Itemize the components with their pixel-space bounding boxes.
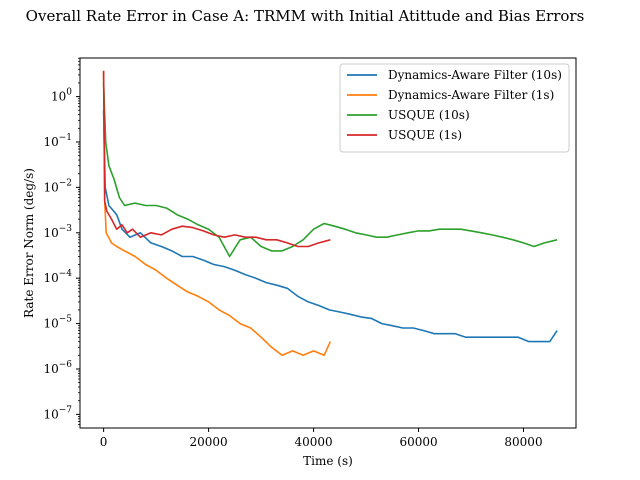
legend-box [339,63,570,153]
x-tick-label: 40000 [294,435,332,449]
y-axis-ticks: 100 10−1 10−2 10−3 10−4 10−5 10−6 10−7 [43,57,80,425]
y-tick-label: 10−5 [43,315,72,331]
y-axis-label: Rate Error Norm (deg/s) [22,168,36,318]
y-tick-label: 10−2 [43,178,72,194]
y-tick-label: 100 [51,88,72,104]
series-line-2 [102,82,558,258]
series-line-0 [102,110,558,343]
x-axis-ticks: 0 20000 40000 60000 80000 [100,428,543,449]
x-tick-label: 0 [100,435,108,449]
series-line-3 [102,70,331,248]
legend: Dynamics-Aware Filter (10s) Dynamics-Awar… [339,63,570,153]
x-axis-label: Time (s) [303,454,353,468]
legend-label: Dynamics-Aware Filter (1s) [388,88,554,102]
x-tick-label: 20000 [189,435,227,449]
x-tick-label: 80000 [504,435,542,449]
legend-label: Dynamics-Aware Filter (10s) [388,68,562,82]
series-line-1 [102,71,332,357]
y-tick-label: 10−3 [43,224,72,240]
chart-title: Overall Rate Error in Case A: TRMM with … [26,7,585,25]
series-layer [102,70,558,357]
y-tick-label: 10−7 [43,405,72,421]
legend-label: USQUE (10s) [388,108,470,122]
y-tick-label: 10−1 [43,133,72,149]
y-tick-label: 10−6 [43,360,72,376]
legend-label: USQUE (1s) [388,128,462,142]
y-tick-label: 10−4 [43,269,72,285]
x-tick-label: 60000 [399,435,437,449]
